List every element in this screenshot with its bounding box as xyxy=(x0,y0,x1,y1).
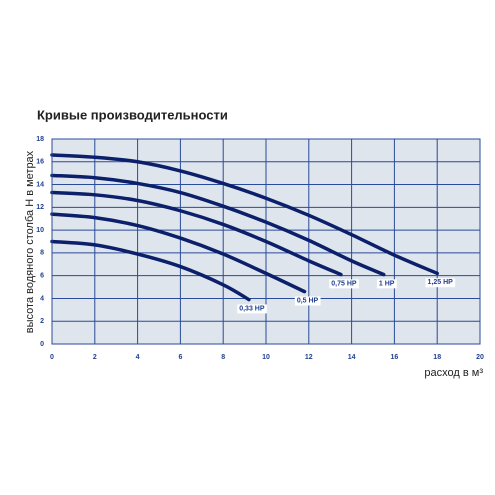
y-tick-label: 14 xyxy=(36,181,44,188)
curve xyxy=(50,153,439,276)
x-tick-label: 6 xyxy=(178,354,182,361)
y-tick-label: 2 xyxy=(40,318,44,325)
chart-title: Кривые производительности xyxy=(37,107,228,122)
x-tick-label: 18 xyxy=(433,354,441,361)
plot-border xyxy=(51,138,481,345)
x-tick-label: 20 xyxy=(476,354,484,361)
x-tick-label: 0 xyxy=(50,354,54,361)
series-label: 1,25 HP xyxy=(428,279,454,286)
y-tick-label: 16 xyxy=(36,159,44,166)
x-tick-label: 4 xyxy=(136,354,140,361)
y-tick-label: 4 xyxy=(40,295,44,302)
y-tick-label: 8 xyxy=(40,250,44,257)
x-axis-label: расход в м³ xyxy=(424,367,483,379)
curve xyxy=(50,239,251,302)
series-label: 0,5 HP xyxy=(297,297,319,304)
series-label-background xyxy=(376,279,397,289)
series-label-background xyxy=(294,296,321,306)
y-tick-label: 0 xyxy=(40,341,44,348)
series-label: 1 HP xyxy=(379,280,395,287)
curve xyxy=(50,173,386,277)
y-axis-label: высота водяного столба Н в метрах xyxy=(24,150,36,333)
series-label-background xyxy=(329,279,359,289)
x-tick-label: 14 xyxy=(348,354,356,361)
x-tick-label: 16 xyxy=(391,354,399,361)
x-tick-label: 2 xyxy=(93,354,97,361)
x-tick-label: 10 xyxy=(262,354,270,361)
curve xyxy=(50,190,343,277)
y-tick-label: 18 xyxy=(36,136,44,143)
series-label-background xyxy=(425,278,456,288)
y-tick-label: 10 xyxy=(36,227,44,234)
series-label-background xyxy=(237,304,267,314)
x-tick-label: 12 xyxy=(305,354,313,361)
series-label: 0,33 HP xyxy=(239,305,265,312)
x-tick-label: 8 xyxy=(221,354,225,361)
y-tick-label: 6 xyxy=(40,273,44,280)
y-tick-label: 12 xyxy=(36,204,44,211)
series-label: 0,75 HP xyxy=(331,280,357,287)
curve xyxy=(50,212,307,294)
